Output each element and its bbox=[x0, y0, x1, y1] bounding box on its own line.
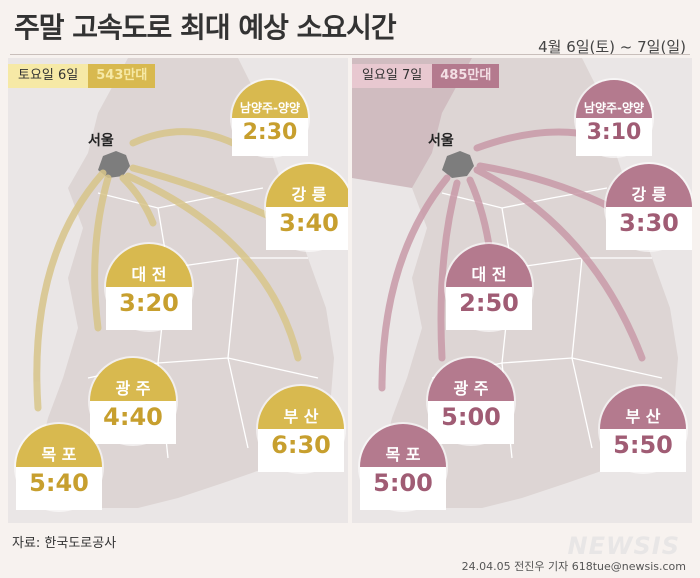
sun-city-gangneung: 강 릉 3:30 bbox=[606, 164, 692, 250]
city-name: 부 산 bbox=[283, 407, 319, 426]
sat-city-gangneung: 강 릉 3:40 bbox=[266, 164, 348, 250]
title-divider bbox=[10, 54, 690, 55]
travel-time: 5:40 bbox=[16, 467, 102, 510]
date-range: 4월 6일(토) ~ 7일(일) bbox=[538, 38, 686, 56]
credit-line: 24.04.05 전진우 기자 618tue@newsis.com bbox=[461, 560, 686, 573]
city-name: 대 전 bbox=[131, 265, 167, 284]
saturday-map-panel: 토요일 6일 543만대 서울 남양주-양양 2:30 강 릉 3:40 대 전… bbox=[8, 58, 348, 523]
city-name: 광 주 bbox=[453, 379, 489, 398]
city-name: 남양주-양양 bbox=[583, 101, 645, 115]
saturday-volume: 543만대 bbox=[88, 64, 156, 88]
city-name: 목 포 bbox=[41, 445, 77, 464]
city-name: 대 전 bbox=[471, 265, 507, 284]
sun-city-daejeon: 대 전 2:50 bbox=[446, 244, 532, 330]
city-name: 목 포 bbox=[385, 445, 421, 464]
travel-time: 4:40 bbox=[90, 401, 176, 444]
sun-city-busan: 부 산 5:50 bbox=[600, 386, 686, 472]
sat-city-namyangju-yangyang: 남양주-양양 2:30 bbox=[232, 80, 308, 156]
sun-city-namyangju-yangyang: 남양주-양양 3:10 bbox=[576, 80, 652, 156]
page-title: 주말 고속도로 최대 예상 소요시간 bbox=[14, 11, 397, 44]
city-name: 광 주 bbox=[115, 379, 151, 398]
travel-time: 2:30 bbox=[232, 118, 308, 156]
newsis-logo: NEWSIS bbox=[567, 532, 680, 560]
city-name: 남양주-양양 bbox=[239, 101, 301, 115]
sunday-volume: 485만대 bbox=[432, 64, 500, 88]
seoul-label: 서울 bbox=[88, 133, 114, 149]
sunday-map-panel: 일요일 7일 485만대 서울 남양주-양양 3:10 강 릉 3:30 대 전… bbox=[352, 58, 692, 523]
travel-time: 2:50 bbox=[446, 287, 532, 330]
city-name: 강 릉 bbox=[631, 185, 667, 204]
sat-city-busan: 부 산 6:30 bbox=[258, 386, 344, 472]
route-arrows bbox=[33, 128, 302, 412]
sat-city-mokpo: 목 포 5:40 bbox=[16, 424, 102, 510]
travel-time: 5:50 bbox=[600, 429, 686, 472]
saturday-day-label: 토요일 6일 bbox=[8, 64, 89, 88]
travel-time: 5:00 bbox=[360, 467, 446, 510]
sunday-badge: 일요일 7일 485만대 bbox=[352, 64, 500, 88]
seoul-area bbox=[442, 151, 474, 178]
sunday-day-label: 일요일 7일 bbox=[352, 64, 433, 88]
source-note: 자료: 한국도로공사 bbox=[12, 536, 117, 551]
city-name: 부 산 bbox=[625, 407, 661, 426]
travel-time: 6:30 bbox=[258, 429, 344, 472]
travel-time: 3:20 bbox=[106, 287, 192, 330]
sat-city-gwangju: 광 주 4:40 bbox=[90, 358, 176, 444]
route-arrows bbox=[378, 128, 646, 392]
sat-city-daejeon: 대 전 3:20 bbox=[106, 244, 192, 330]
sun-city-gwangju: 광 주 5:00 bbox=[428, 358, 514, 444]
travel-time: 3:30 bbox=[606, 207, 692, 250]
travel-time: 3:40 bbox=[266, 207, 348, 250]
city-name: 강 릉 bbox=[291, 185, 327, 204]
travel-time: 3:10 bbox=[576, 118, 652, 156]
saturday-badge: 토요일 6일 543만대 bbox=[8, 64, 156, 88]
sun-city-mokpo: 목 포 5:00 bbox=[360, 424, 446, 510]
travel-time: 5:00 bbox=[428, 401, 514, 444]
seoul-label: 서울 bbox=[428, 133, 454, 149]
north-region-shade bbox=[352, 58, 472, 188]
